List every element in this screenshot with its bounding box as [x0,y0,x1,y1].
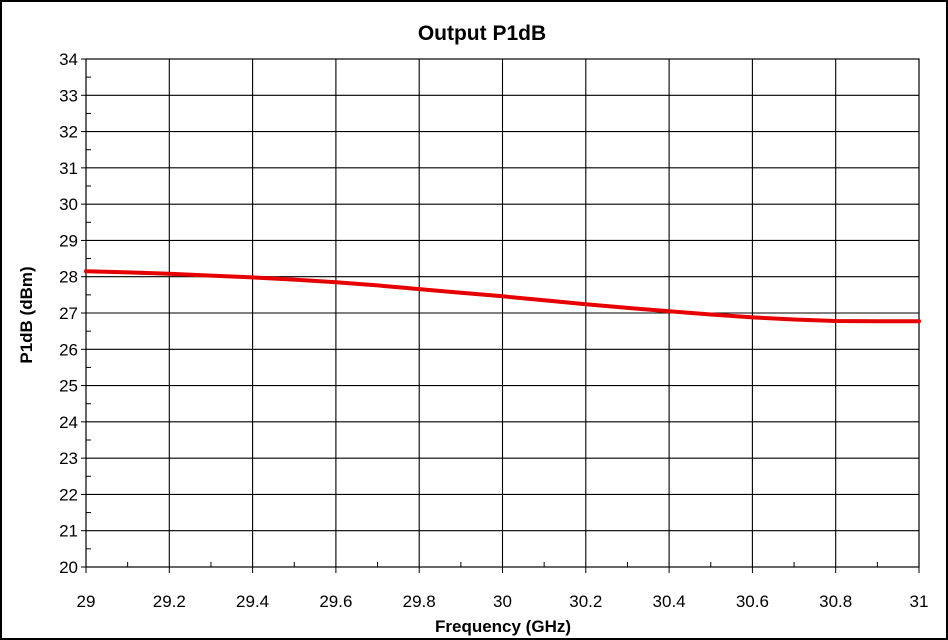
x-tick-label: 29.4 [236,592,269,611]
y-tick-label: 28 [59,268,78,287]
x-tick-label: 30.8 [819,592,852,611]
y-axis-title: P1dB (dBm) [17,266,36,363]
y-tick-label: 30 [59,195,78,214]
y-tick-label: 27 [59,304,78,323]
y-tick-label: 25 [59,377,78,396]
x-tick-label: 30.2 [569,592,602,611]
y-tick-labels: 20 21 22 23 24 25 26 27 28 29 30 31 32 33 34 [59,50,78,577]
plot-area-border [85,58,920,568]
series-line-0 [84,269,921,324]
x-tick-label: 30.6 [736,592,769,611]
y-tick-label: 22 [59,485,78,504]
y-tick-label: 32 [59,123,78,142]
y-tick-label: 23 [59,449,78,468]
y-tick-label: 20 [59,558,78,577]
y-tick-label: 26 [59,340,78,359]
x-axis-title: Frequency (GHz) [435,617,571,636]
x-tick-labels: 29 29.2 29.4 29.6 29.8 30 30.2 30.4 30.6 30.8 31 [77,592,929,611]
grid-layer [81,58,920,573]
x-tick-label: 29 [77,592,96,611]
x-tick-label: 30.4 [653,592,686,611]
series-layer [84,269,921,324]
y-tick-label: 21 [59,522,78,541]
x-tick-label: 29.8 [403,592,436,611]
y-tick-label: 29 [59,231,78,250]
y-tick-label: 31 [59,159,78,178]
x-tick-label: 30 [493,592,512,611]
y-tick-label: 33 [59,86,78,105]
minor-tick-layer [86,76,878,567]
chart-title: Output P1dB [418,22,546,45]
x-tick-label: 31 [910,592,929,611]
x-tick-label: 29.2 [153,592,186,611]
x-tick-label: 29.6 [319,592,352,611]
y-tick-label: 24 [59,413,78,432]
y-tick-label: 34 [59,50,78,69]
